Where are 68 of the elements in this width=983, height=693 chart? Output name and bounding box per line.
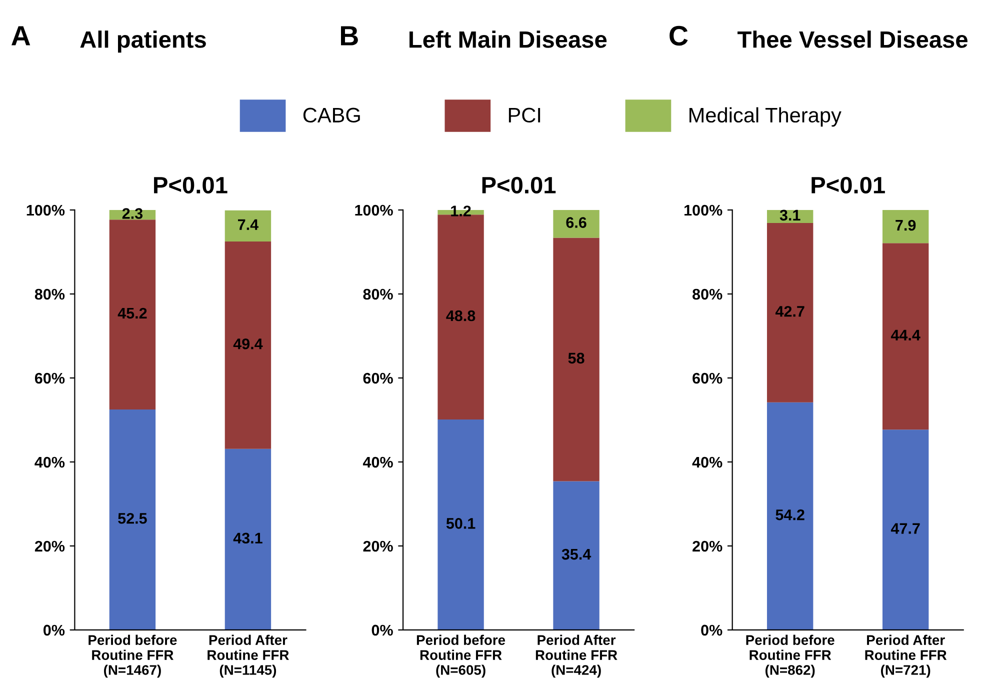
- data-label: 42.7: [775, 306, 804, 317]
- bar: [224, 241, 272, 449]
- y-tick-label: 20%: [34, 540, 65, 552]
- y-tick-label: 80%: [34, 288, 65, 300]
- data-label: 49.4: [233, 338, 263, 350]
- y-tick-label: 40%: [34, 456, 65, 468]
- text: A: [12, 26, 30, 46]
- y-tick-label: 20%: [692, 540, 722, 552]
- y-tick-label: 80%: [692, 288, 722, 300]
- x-tick-label: Period After Routine FFR (N=1145): [208, 634, 289, 678]
- bar: [553, 210, 600, 238]
- chart-title: All patients: [80, 30, 206, 53]
- bar: [109, 409, 156, 630]
- y-tick-label: 40%: [362, 456, 393, 468]
- text: B: [340, 26, 358, 46]
- bar: [109, 220, 156, 410]
- bar: [553, 238, 600, 482]
- chart-subtitle: P<0.01: [154, 176, 228, 194]
- x-tick-label: Period After Routine FFR (N=721): [865, 634, 947, 678]
- legend-label: Medical Therapy: [690, 107, 842, 127]
- chart-subtitle: P<0.01: [482, 176, 556, 194]
- data-label: 3.1: [780, 210, 800, 221]
- y-tick-label: 100%: [355, 204, 393, 216]
- y-tick-label: 60%: [692, 372, 722, 384]
- data-label: 6.6: [566, 217, 586, 228]
- y-tick-label: 0%: [44, 624, 65, 636]
- y-tick-label: 80%: [363, 288, 393, 300]
- data-label: 35.4: [562, 548, 592, 560]
- data-label: 50.1: [446, 518, 476, 529]
- y-tick-label: 20%: [363, 540, 393, 552]
- data-label: 7.9: [896, 220, 916, 231]
- bar: [553, 481, 600, 630]
- data-label: 48.8: [446, 310, 476, 322]
- legend-label: PCI: [508, 108, 540, 123]
- data-label: 7.4: [238, 219, 258, 230]
- bar: [438, 214, 484, 420]
- data-label: 58: [568, 352, 584, 364]
- bar: [438, 420, 484, 630]
- data-label: 52.5: [118, 512, 147, 524]
- text: C: [670, 26, 688, 46]
- chart-title: Thee Vessel Disease: [738, 30, 968, 48]
- y-tick-label: 60%: [34, 372, 65, 384]
- data-label: 2.3: [122, 208, 143, 219]
- y-tick-label: 40%: [692, 456, 722, 468]
- x-tick-label: Period before Routine FFR (N=862): [746, 634, 834, 678]
- data-label: 44.4: [890, 330, 920, 340]
- y-tick-label: 60%: [363, 372, 393, 384]
- x-tick-label: Period before Routine FFR (N=605): [416, 634, 506, 678]
- y-tick-label: 0%: [701, 624, 722, 636]
- bar: [882, 430, 929, 630]
- bar: [766, 223, 814, 402]
- chart-title: Left Main Disease: [410, 30, 607, 48]
- data-label: 47.7: [890, 523, 920, 534]
- data-label: 43.1: [233, 532, 262, 544]
- y-tick-label: 100%: [684, 204, 722, 216]
- data-label: 54.2: [776, 509, 804, 520]
- data-label: 45.2: [118, 308, 147, 319]
- bar: [882, 210, 929, 244]
- bar: [766, 402, 814, 630]
- legend-label: CABG: [303, 108, 360, 123]
- chart-subtitle: P<0.01: [812, 176, 885, 194]
- bar: [882, 243, 929, 430]
- x-tick-label: Period before Routine FFR (N=1467): [88, 634, 177, 678]
- y-tick-label: 0%: [372, 624, 393, 636]
- y-tick-label: 100%: [26, 204, 65, 216]
- bar: [224, 448, 272, 630]
- x-tick-label: Period After Routine FFR (N=424): [536, 634, 618, 678]
- bar: [224, 210, 272, 242]
